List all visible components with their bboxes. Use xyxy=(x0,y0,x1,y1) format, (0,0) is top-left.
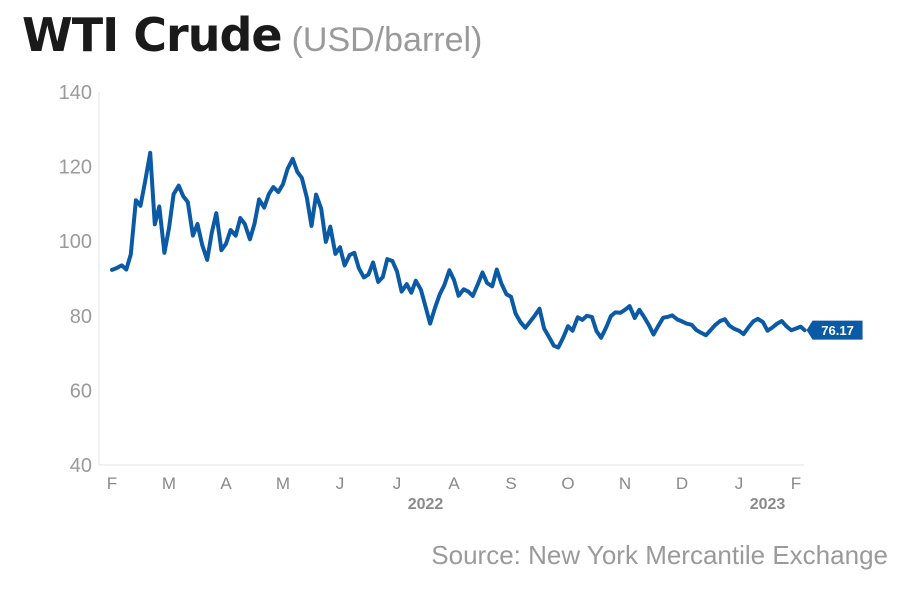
y-tick-label: 140 xyxy=(59,82,92,104)
y-tick-label: 80 xyxy=(70,306,92,328)
y-tick-label: 100 xyxy=(59,231,92,253)
series-line xyxy=(110,150,807,350)
last-value-badge xyxy=(806,320,863,340)
x-tick-label: F xyxy=(107,474,117,493)
x-tick-label: J xyxy=(735,474,744,493)
chart-title: WTI Crude xyxy=(22,8,283,62)
x-tick-label: A xyxy=(220,474,232,493)
last-value-label-group: 76.17 xyxy=(806,320,863,340)
x-tick-label: M xyxy=(276,474,290,493)
y-tick-label: 120 xyxy=(59,157,92,179)
y-tick-label: 40 xyxy=(70,455,92,477)
chart-title-row: WTI Crude (USD/barrel) xyxy=(22,8,482,62)
x-axis: F M A M J J A S O N D J F 2022 2023 xyxy=(99,464,804,513)
x-tick-label: A xyxy=(448,474,460,493)
x-tick-label: O xyxy=(561,474,574,493)
x-tick-label: J xyxy=(393,474,402,493)
x-year-label: 2023 xyxy=(750,496,786,513)
x-tick-label: M xyxy=(162,474,176,493)
x-tick-label: D xyxy=(676,474,688,493)
y-axis: 40 60 80 100 120 140 xyxy=(59,82,100,477)
x-tick-label: J xyxy=(336,474,345,493)
chart-unit-label: (USD/barrel) xyxy=(291,21,483,59)
source-note: Source: New York Mercantile Exchange xyxy=(431,540,888,570)
x-tick-label: S xyxy=(505,474,516,493)
series-group xyxy=(110,150,807,350)
x-tick-label: F xyxy=(791,474,801,493)
y-tick-label: 60 xyxy=(70,380,92,402)
last-value-label: 76.17 xyxy=(821,323,854,338)
x-tick-label: N xyxy=(619,474,631,493)
x-year-label: 2022 xyxy=(408,496,444,513)
